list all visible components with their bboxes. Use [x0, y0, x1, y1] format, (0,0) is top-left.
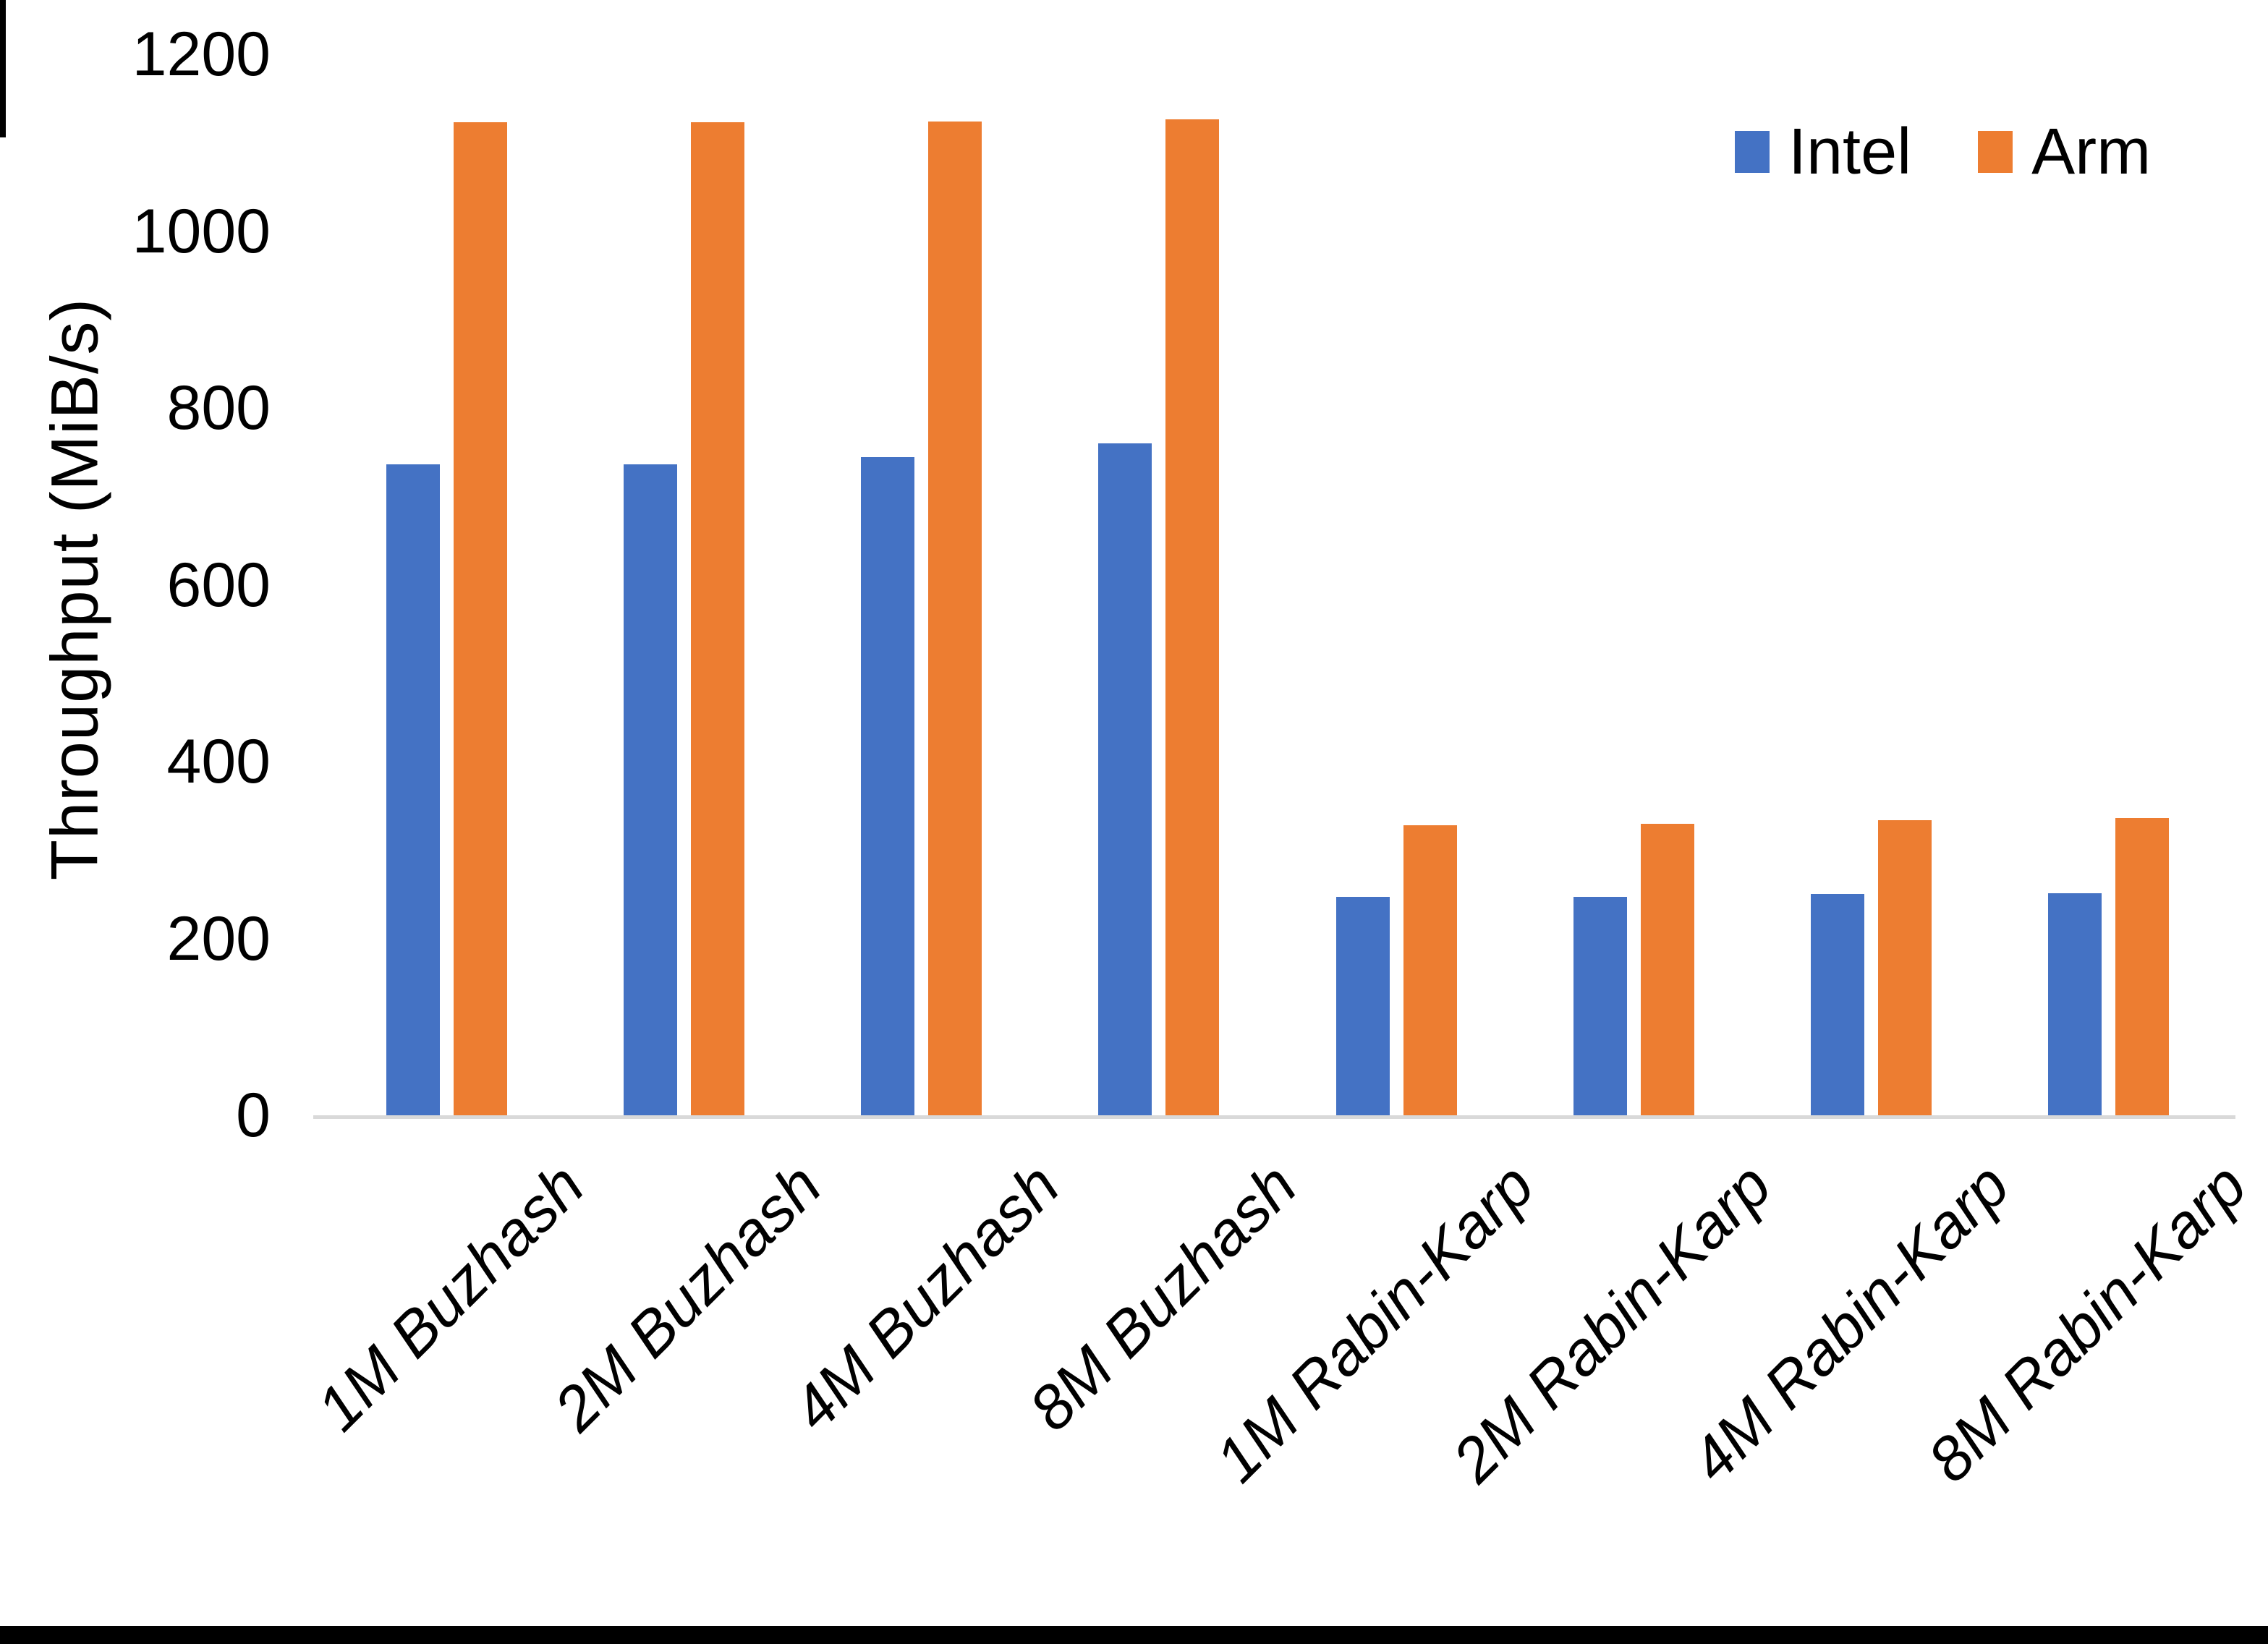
bar-intel-6	[1573, 897, 1627, 1115]
bar-intel-3	[861, 457, 915, 1115]
legend-item-intel: Intel	[1735, 116, 1911, 188]
x-category-label: 1M Buzhash	[303, 1150, 598, 1444]
x-category-label: 8M Buzhash	[1016, 1150, 1310, 1444]
bar-arm-7	[1878, 819, 1932, 1115]
y-tick-label: 200	[166, 903, 271, 974]
bar-arm-2	[690, 122, 744, 1115]
y-tick-label: 1200	[132, 20, 271, 89]
legend-label-arm: Arm	[2031, 116, 2152, 188]
x-category-label: 1M Rabin-Karp	[1202, 1150, 1547, 1496]
legend-swatch-arm	[1978, 131, 2013, 173]
x-category-label: 2M Buzhash	[541, 1150, 835, 1444]
bar-intel-2	[623, 464, 677, 1115]
y-tick-label: 600	[166, 550, 271, 620]
y-tick-label: 800	[166, 373, 271, 443]
left-edge-artifact	[0, 0, 6, 137]
x-category-label: 2M Rabin-Karp	[1440, 1150, 1785, 1496]
bottom-edge-strip	[0, 1626, 2268, 1644]
y-tick-label: 1000	[132, 196, 271, 266]
bar-intel-1	[386, 464, 440, 1115]
bar-arm-1	[453, 122, 507, 1115]
legend-label-intel: Intel	[1788, 116, 1912, 188]
x-category-label: 4M Rabin-Karp	[1677, 1150, 2023, 1496]
legend: Intel Arm	[1735, 116, 2151, 188]
y-tick-label: 400	[166, 727, 271, 796]
bar-arm-5	[1403, 825, 1457, 1115]
x-axis-line	[313, 1115, 2235, 1119]
bar-arm-3	[928, 121, 982, 1115]
x-category-label: 4M Buzhash	[778, 1150, 1073, 1444]
y-tick-label: 0	[236, 1081, 271, 1150]
bar-intel-8	[2048, 893, 2102, 1115]
legend-item-arm: Arm	[1978, 116, 2151, 188]
bar-intel-5	[1335, 897, 1390, 1115]
bar-arm-6	[1640, 823, 1694, 1115]
x-category-label: 8M Rabin-Karp	[1914, 1150, 2260, 1496]
legend-swatch-intel	[1735, 131, 1770, 173]
bar-intel-4	[1098, 443, 1152, 1115]
bar-arm-4	[1165, 119, 1220, 1115]
bar-intel-7	[1811, 894, 1865, 1115]
bar-arm-8	[2115, 818, 2170, 1115]
